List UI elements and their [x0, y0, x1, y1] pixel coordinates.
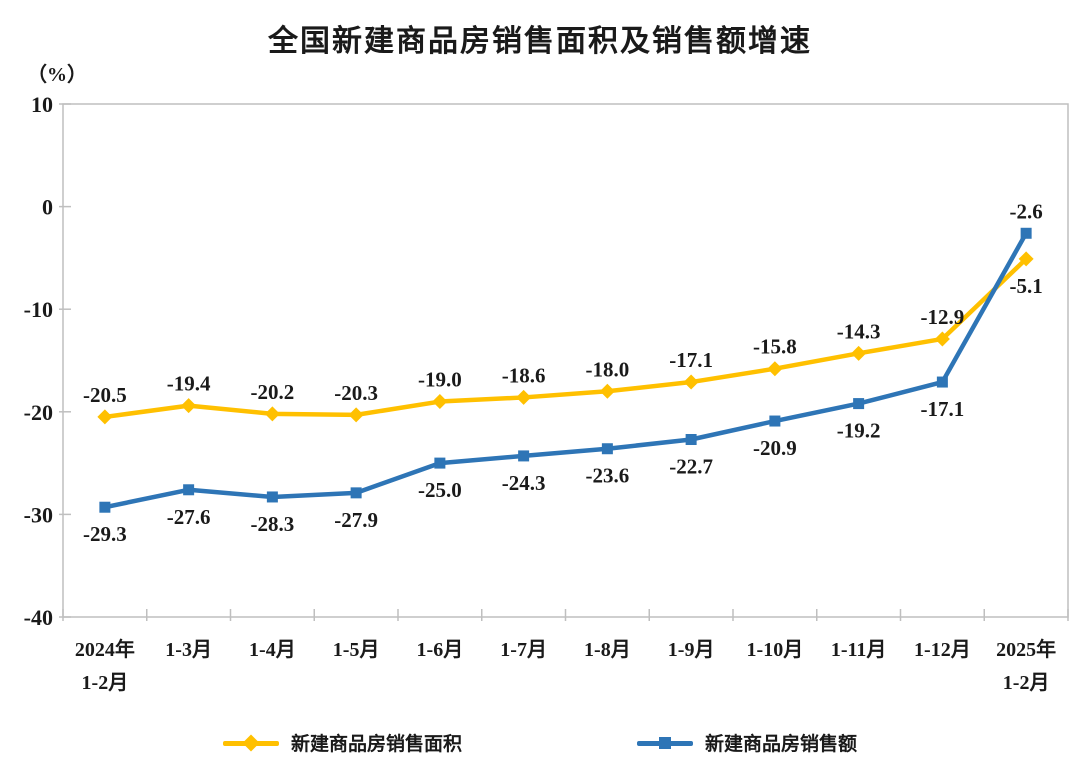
square-marker-icon [183, 484, 195, 496]
data-label: -15.8 [753, 335, 797, 359]
y-axis-tick-label: 0 [42, 195, 53, 220]
diamond-marker-icon [222, 734, 279, 751]
x-axis-tick-label: 1-12月 [914, 639, 971, 661]
x-axis-tick-label: 2025年 1-2月 [996, 637, 1056, 694]
data-label: -20.3 [334, 381, 378, 405]
chart-plot: -40 -30 -20 -10 0 10 2024年 1-2月 1-3月 1-4月 1-5月 1-6月… [24, 92, 1069, 694]
square-marker-icon [853, 398, 865, 410]
chart-title: 全国新建商品房销售面积及销售额增速 [268, 25, 812, 58]
legend-label-sales-area: 新建商品房销售面积 [290, 734, 462, 755]
x-axis-tick-label: 1-6月 [417, 639, 464, 661]
y-axis-tick-label: -30 [24, 502, 53, 527]
diamond-marker-icon [516, 389, 532, 405]
legend-entry-sales-amount: 新建商品房销售额 [637, 729, 857, 756]
data-label: -14.3 [837, 319, 881, 343]
data-label: -17.1 [921, 397, 965, 421]
diamond-marker-icon [851, 345, 867, 361]
diamond-marker-icon [767, 361, 783, 377]
data-label: -19.4 [167, 372, 211, 396]
data-label: -18.0 [586, 357, 630, 381]
diamond-marker-icon [348, 407, 364, 423]
data-label: -27.6 [167, 505, 211, 529]
data-label: -2.6 [1010, 199, 1043, 223]
y-axis-tick-label: -20 [24, 400, 53, 425]
data-label: -19.2 [837, 419, 881, 443]
diamond-marker-icon [264, 406, 280, 422]
square-marker-icon [434, 457, 446, 469]
square-marker-icon [1020, 227, 1032, 239]
series-line-0 [102, 256, 1029, 420]
data-label: -12.9 [921, 305, 965, 329]
square-marker-icon [936, 376, 948, 388]
y-axis-tick-label: -10 [24, 297, 53, 322]
diamond-marker-icon [1018, 251, 1034, 267]
data-label: -28.3 [251, 512, 295, 536]
data-label: -5.1 [1010, 274, 1043, 298]
series-line-1 [102, 231, 1029, 510]
square-marker-icon [350, 487, 362, 499]
y-axis-tick-label: -40 [24, 605, 53, 630]
x-axis-tick-label: 1-4月 [249, 639, 296, 661]
x-axis-tick-label: 2024年 1-2月 [75, 637, 135, 694]
data-label: -24.3 [502, 471, 546, 495]
diamond-marker-icon [599, 383, 615, 399]
legend-entry-sales-area: 新建商品房销售面积 [222, 729, 462, 756]
data-label: -18.6 [502, 363, 546, 387]
data-label: -20.5 [83, 383, 127, 407]
x-axis-tick-label: 1-8月 [584, 639, 631, 661]
legend-label-sales-amount: 新建商品房销售额 [705, 734, 858, 755]
square-marker-icon [601, 443, 613, 455]
diamond-marker-icon [432, 394, 448, 410]
diamond-marker-icon [934, 331, 950, 347]
square-marker-icon [769, 415, 781, 427]
x-axis-tick-label: 1-11月 [831, 639, 887, 661]
diamond-marker-icon [181, 398, 197, 414]
data-label: -23.6 [586, 464, 630, 488]
x-axis-tick-label: 1-5月 [333, 639, 380, 661]
square-marker-icon [266, 491, 278, 503]
data-label: -22.7 [669, 455, 713, 479]
x-axis-tick-label: 1-3月 [165, 639, 212, 661]
y-axis-unit-label: （%） [27, 64, 87, 86]
y-axis-tick-label: 10 [31, 92, 53, 117]
square-marker-icon [518, 450, 530, 462]
diamond-marker-icon [97, 409, 113, 425]
square-marker-icon [637, 735, 693, 751]
data-label: -17.1 [669, 348, 713, 372]
square-marker-icon [685, 434, 697, 446]
x-axis-tick-label: 1-9月 [668, 639, 715, 661]
chart-legend: 新建商品房销售面积 新建商品房销售额 [0, 729, 1080, 756]
data-label: -29.3 [83, 522, 127, 546]
x-axis-tick-label: 1-7月 [500, 639, 547, 661]
data-label: -20.2 [251, 380, 295, 404]
data-label: -27.9 [334, 508, 378, 532]
data-label: -19.0 [418, 368, 462, 392]
square-marker-icon [99, 501, 111, 513]
plot-border [62, 103, 1069, 618]
x-axis-tick-label: 1-10月 [747, 639, 804, 661]
diamond-marker-icon [683, 374, 699, 390]
data-label: -20.9 [753, 436, 797, 460]
data-label: -25.0 [418, 478, 462, 502]
